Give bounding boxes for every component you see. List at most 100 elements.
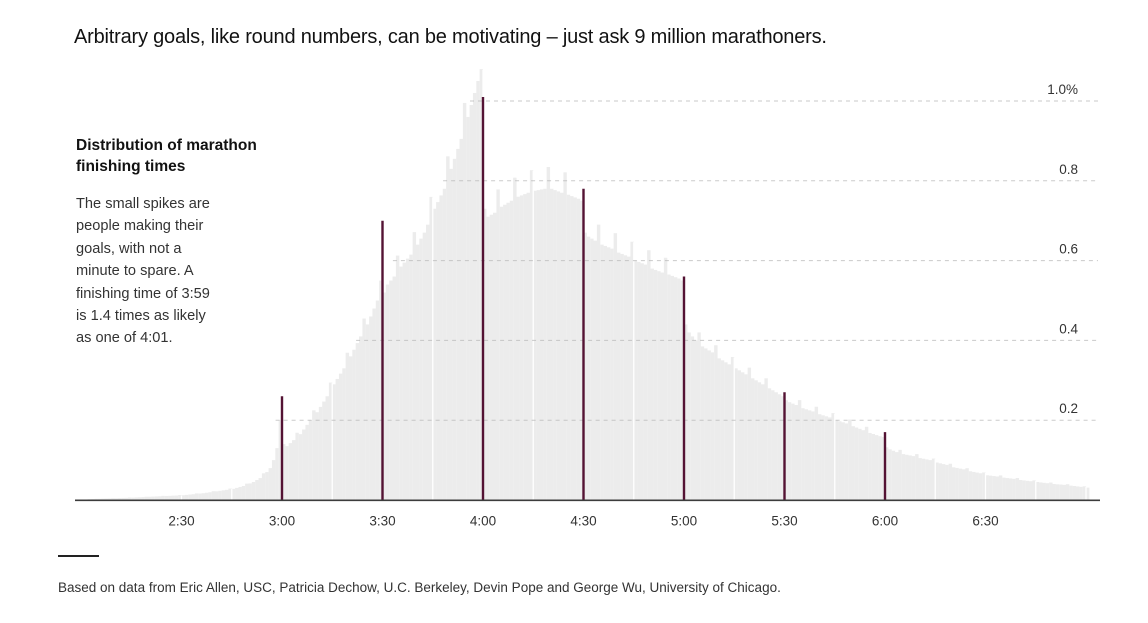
histogram-bar: [523, 194, 527, 500]
histogram-bar: [593, 240, 597, 500]
histogram-bar: [931, 458, 936, 500]
text-line: goals, with not a: [76, 240, 182, 257]
histogram-bar: [462, 102, 467, 501]
histogram-bar: [566, 194, 571, 500]
histogram-bar: [349, 356, 353, 500]
histogram-bar: [104, 498, 108, 500]
x-tick-label: 6:30: [972, 514, 998, 529]
y-tick-label: 1.0%: [1047, 82, 1078, 97]
histogram-bar: [915, 454, 919, 500]
histogram-bar: [982, 472, 986, 500]
histogram-bar: [322, 401, 326, 500]
histogram-bar: [640, 263, 644, 500]
histogram-bar: [885, 447, 889, 500]
histogram-bar: [204, 492, 209, 500]
histogram-bar: [667, 274, 671, 500]
histogram-bar: [824, 416, 829, 500]
histogram-bar: [975, 472, 979, 500]
histogram-bar: [962, 469, 966, 500]
histogram-bar: [811, 411, 815, 500]
histogram-bar: [412, 232, 417, 500]
histogram-bar: [734, 368, 738, 500]
histogram-bar: [804, 409, 808, 500]
histogram-bar: [483, 208, 487, 501]
histogram-bar: [955, 467, 959, 500]
histogram-bar: [251, 482, 256, 500]
histogram-bar: [1002, 477, 1006, 500]
histogram-bar: [858, 428, 862, 500]
histogram-bar: [328, 382, 333, 500]
histogram-bar: [841, 422, 845, 500]
histogram-bar: [154, 496, 159, 500]
histogram-bar: [560, 192, 564, 500]
histogram-bar: [1029, 481, 1033, 500]
histogram-bar: [456, 148, 460, 500]
histogram-bar: [231, 488, 236, 500]
histogram-bar: [637, 261, 641, 500]
histogram-bar: [938, 463, 942, 500]
histogram-bar: [647, 250, 651, 500]
histogram-bar: [476, 81, 480, 501]
histogram-bar: [777, 394, 782, 500]
histogram-bar: [268, 468, 272, 500]
histogram-bar: [221, 490, 226, 500]
annotation-heading: Distribution of marathon finishing times: [76, 135, 286, 177]
histogram-bar: [302, 429, 306, 500]
histogram-bar: [553, 190, 557, 501]
histogram-bar: [426, 224, 430, 500]
histogram-bar: [995, 476, 999, 500]
histogram-bar: [761, 384, 765, 500]
histogram-bar: [158, 496, 162, 500]
y-tick-label: 0.6: [1059, 242, 1078, 257]
histogram-bar: [543, 188, 547, 500]
histogram-bar: [757, 382, 762, 500]
histogram-bar: [871, 434, 875, 500]
histogram-bar: [171, 495, 175, 500]
histogram-bar: [439, 195, 443, 500]
histogram-bar: [489, 214, 494, 500]
histogram-bar: [670, 275, 674, 500]
histogram-bar: [1025, 480, 1030, 500]
y-tick-label: 0.8: [1059, 162, 1078, 177]
histogram-bar: [499, 206, 504, 501]
histogram-bar: [613, 233, 618, 501]
histogram-bar: [717, 358, 721, 500]
histogram-bar: [888, 449, 892, 500]
histogram-bar: [720, 360, 725, 500]
histogram-bar: [218, 490, 222, 500]
histogram-bar: [831, 413, 835, 500]
histogram-bar: [687, 332, 691, 500]
text-line: as one of 4:01.: [76, 330, 173, 347]
histogram-bar: [275, 448, 279, 500]
histogram-bar: [576, 198, 581, 500]
histogram-bar: [965, 468, 969, 500]
histogram-bar: [362, 318, 366, 500]
histogram-bar: [419, 238, 423, 500]
x-tick-label: 3:00: [269, 514, 295, 529]
histogram-bar: [452, 158, 457, 501]
histogram-bar: [121, 497, 125, 500]
histogram-bar: [864, 426, 869, 500]
histogram-bar: [372, 308, 376, 500]
histogram-bar: [318, 406, 323, 500]
histogram-bar: [345, 352, 350, 500]
histogram-bar: [700, 346, 705, 500]
histogram-bar: [282, 444, 286, 500]
histogram-bar: [774, 392, 778, 500]
histogram-bar: [325, 396, 329, 500]
histogram-bar: [606, 247, 611, 500]
histogram-bar: [952, 467, 956, 500]
histogram-bar: [255, 480, 259, 500]
histogram-bar: [422, 232, 427, 501]
histogram-bar: [161, 495, 165, 500]
histogram-bar: [657, 271, 661, 500]
x-tick-label: 4:30: [570, 514, 596, 529]
histogram-bar: [513, 177, 517, 501]
histogram-bar: [844, 423, 849, 500]
histogram-bar: [747, 367, 752, 500]
histogram-bar: [921, 458, 926, 500]
x-tick-label: 4:00: [470, 514, 496, 529]
histogram-bar: [533, 190, 537, 500]
histogram-bar: [874, 435, 879, 500]
